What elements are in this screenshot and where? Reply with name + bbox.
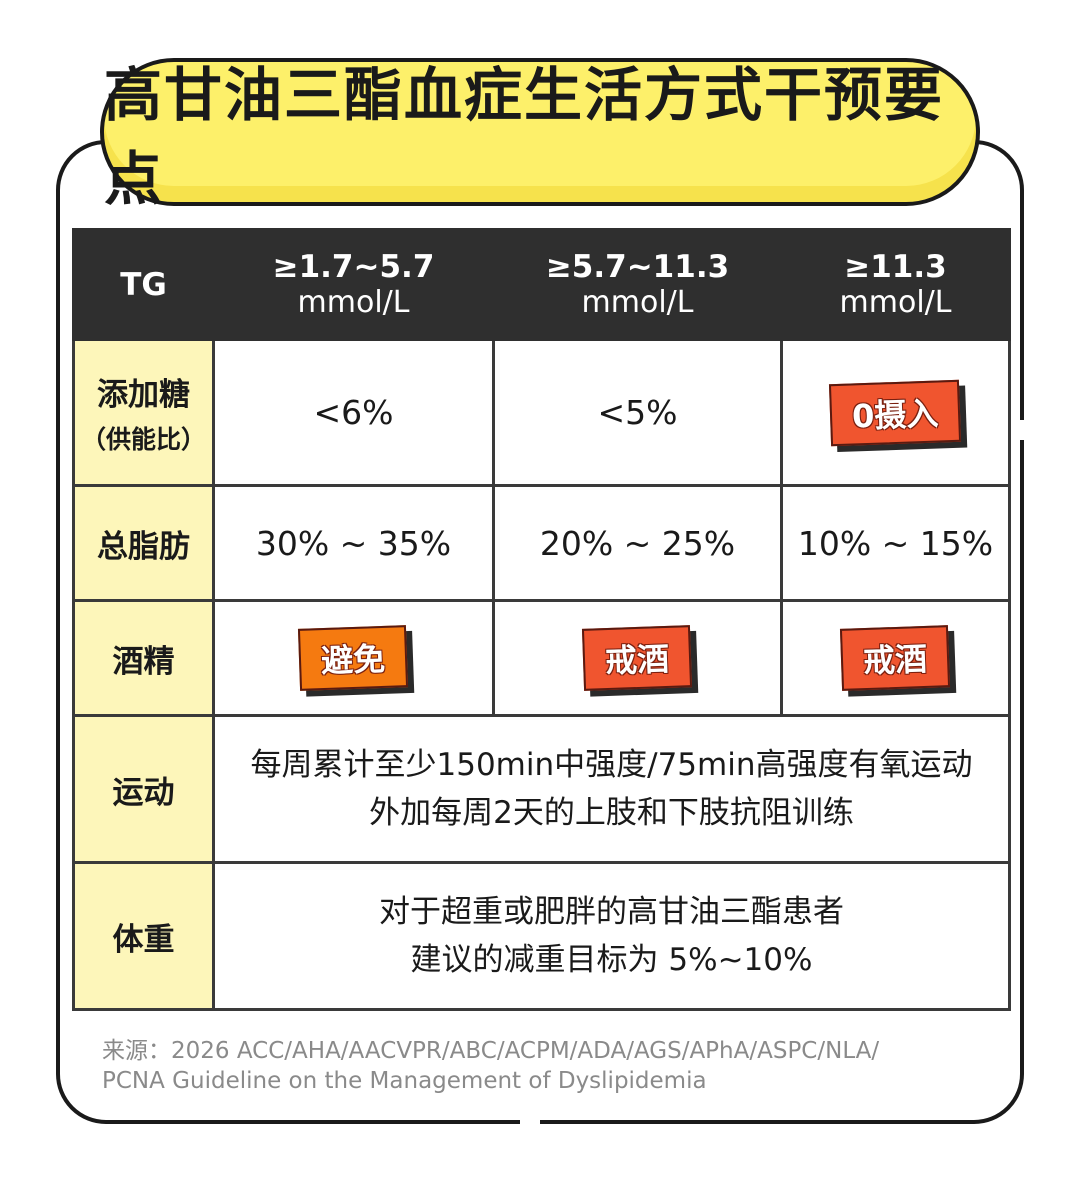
stamp-avoid: 避免 bbox=[298, 625, 409, 691]
header-tg: TG bbox=[72, 228, 215, 341]
weight-line-2: 建议的减重目标为 5%~10% bbox=[410, 942, 813, 978]
cell-weight: 对于超重或肥胖的高甘油三酯患者 建议的减重目标为 5%~10% bbox=[212, 861, 1011, 1011]
header-col-3: ≥11.3 mmol/L bbox=[780, 228, 1011, 341]
stamp-zero-intake: 0摄入 bbox=[829, 379, 962, 446]
exercise-line-2: 外加每周2天的上肢和下肢抗阻训练 bbox=[369, 795, 854, 831]
row-label-weight: 体重 bbox=[72, 861, 215, 1011]
cell-fat-3: 10% ~ 15% bbox=[780, 484, 1011, 602]
row-label-sugar: 添加糖 （供能比） bbox=[72, 338, 215, 487]
table-row-fat: 总脂肪 30% ~ 35% 20% ~ 25% 10% ~ 15% bbox=[72, 484, 1011, 602]
cell-fat-2: 20% ~ 25% bbox=[492, 484, 783, 602]
source-note: 来源：2026 ACC/AHA/AACVPR/ABC/ACPM/ADA/AGS/… bbox=[102, 1036, 1002, 1096]
cell-sugar-2: <5% bbox=[492, 338, 783, 487]
exercise-line-1: 每周累计至少150min中强度/75min高强度有氧运动 bbox=[250, 747, 973, 783]
table-row-alcohol: 酒精 避免 戒酒 戒酒 bbox=[72, 599, 1011, 717]
table-row-sugar: 添加糖 （供能比） <6% <5% 0摄入 bbox=[72, 338, 1011, 487]
frame-gap bbox=[520, 1116, 540, 1128]
table-row-exercise: 运动 每周累计至少150min中强度/75min高强度有氧运动 外加每周2天的上… bbox=[72, 714, 1011, 864]
row-label-alcohol: 酒精 bbox=[72, 599, 215, 717]
cell-alcohol-3: 戒酒 bbox=[780, 599, 1011, 717]
weight-line-1: 对于超重或肥胖的高甘油三酯患者 bbox=[379, 894, 844, 930]
header-col-1: ≥1.7~5.7 mmol/L bbox=[212, 228, 495, 341]
title-banner: 高甘油三酯血症生活方式干预要点 bbox=[100, 58, 980, 213]
row-label-exercise: 运动 bbox=[72, 714, 215, 864]
stamp-quit-alcohol: 戒酒 bbox=[840, 625, 951, 691]
cell-fat-1: 30% ~ 35% bbox=[212, 484, 495, 602]
cell-alcohol-2: 戒酒 bbox=[492, 599, 783, 717]
stamp-quit-alcohol: 戒酒 bbox=[582, 625, 693, 691]
table-header-row: TG ≥1.7~5.7 mmol/L ≥5.7~11.3 mmol/L ≥11.… bbox=[72, 228, 1011, 341]
cell-exercise: 每周累计至少150min中强度/75min高强度有氧运动 外加每周2天的上肢和下… bbox=[212, 714, 1011, 864]
source-line-1: 来源：2026 ACC/AHA/AACVPR/ABC/ACPM/ADA/AGS/… bbox=[102, 1038, 880, 1064]
table-row-weight: 体重 对于超重或肥胖的高甘油三酯患者 建议的减重目标为 5%~10% bbox=[72, 861, 1011, 1011]
guideline-table: TG ≥1.7~5.7 mmol/L ≥5.7~11.3 mmol/L ≥11.… bbox=[72, 228, 1011, 1011]
page-title: 高甘油三酯血症生活方式干预要点 bbox=[104, 61, 945, 213]
header-col-2: ≥5.7~11.3 mmol/L bbox=[492, 228, 783, 341]
source-line-2: PCNA Guideline on the Management of Dysl… bbox=[102, 1068, 707, 1094]
row-label-fat: 总脂肪 bbox=[72, 484, 215, 602]
cell-sugar-3: 0摄入 bbox=[780, 338, 1011, 487]
frame-gap bbox=[1016, 420, 1028, 440]
cell-sugar-1: <6% bbox=[212, 338, 495, 487]
cell-alcohol-1: 避免 bbox=[212, 599, 495, 717]
